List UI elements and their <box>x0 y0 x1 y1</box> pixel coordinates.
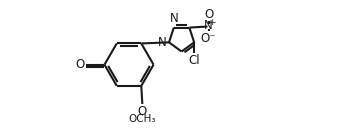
Text: OCH₃: OCH₃ <box>129 114 156 124</box>
Text: Cl: Cl <box>188 54 200 67</box>
Text: O: O <box>75 58 85 71</box>
Text: N: N <box>204 19 213 32</box>
Text: O: O <box>138 105 147 118</box>
Text: N: N <box>170 12 178 25</box>
Text: +: + <box>209 18 216 27</box>
Text: N: N <box>158 36 166 49</box>
Text: O: O <box>204 8 213 21</box>
Text: O⁻: O⁻ <box>201 32 216 46</box>
